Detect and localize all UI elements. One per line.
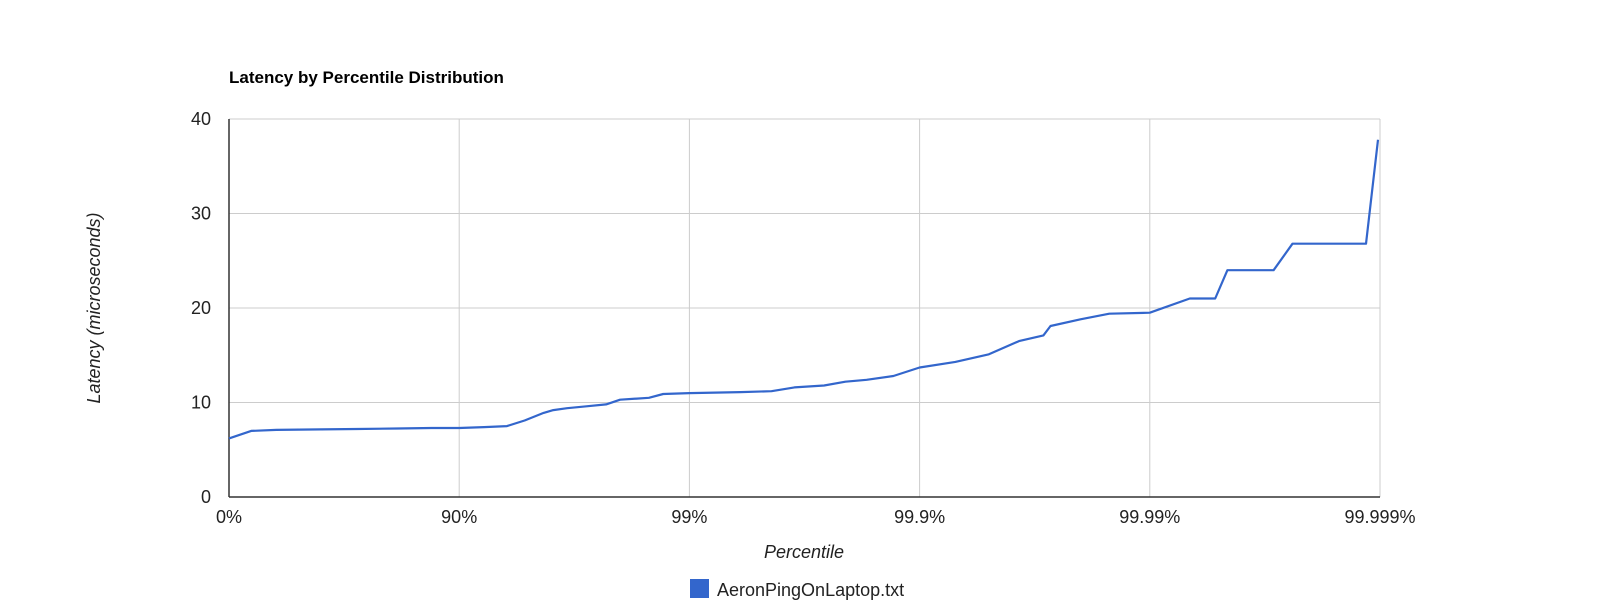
plot-area bbox=[228, 139, 1380, 440]
y-tick-label: 10 bbox=[191, 393, 211, 413]
x-tick-label: 90% bbox=[441, 507, 477, 527]
y-tick-label: 40 bbox=[191, 109, 211, 129]
axes bbox=[228, 119, 1380, 498]
x-tick-label: 99.999% bbox=[1344, 507, 1415, 527]
x-tick-labels: 0% 90% 99% 99.9% 99.99% 99.999% bbox=[216, 507, 1416, 527]
y-tick-labels: 0 10 20 30 40 bbox=[191, 109, 211, 507]
legend-swatch bbox=[690, 579, 709, 598]
x-tick-label: 99.99% bbox=[1119, 507, 1180, 527]
x-tick-label: 99.9% bbox=[894, 507, 945, 527]
x-tick-label: 99% bbox=[671, 507, 707, 527]
y-tick-label: 20 bbox=[191, 298, 211, 318]
gridlines bbox=[228, 118, 1381, 497]
chart-title: Latency by Percentile Distribution bbox=[229, 68, 504, 87]
legend: AeronPingOnLaptop.txt bbox=[690, 579, 904, 600]
x-axis-label: Percentile bbox=[764, 542, 844, 562]
x-tick-label: 0% bbox=[216, 507, 242, 527]
legend-label: AeronPingOnLaptop.txt bbox=[717, 580, 904, 600]
y-tick-label: 30 bbox=[191, 204, 211, 224]
y-tick-label: 0 bbox=[201, 487, 211, 507]
y-axis-label: Latency (microseconds) bbox=[84, 212, 104, 403]
series-line bbox=[228, 139, 1380, 440]
